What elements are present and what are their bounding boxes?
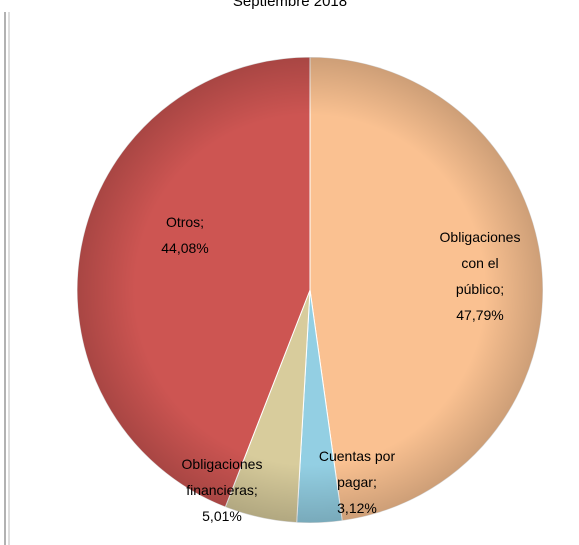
category-line: público;	[456, 281, 504, 297]
category-line: financieras;	[186, 482, 258, 498]
category-line: Obligaciones	[440, 229, 521, 245]
value-label: 3,12%	[337, 500, 377, 516]
data-label: Obligaciones con el público; 47,79%	[440, 229, 521, 323]
category-line: Otros;	[166, 214, 204, 230]
category-label: Obligaciones con el público;	[440, 229, 521, 297]
category-line: Obligaciones	[182, 456, 263, 472]
data-label: Obligaciones financieras; 5,01%	[182, 456, 263, 524]
data-label: Otros; 44,08%	[161, 214, 208, 256]
labels: Obligaciones con el público; 47,79% Cuentas …	[161, 214, 520, 524]
value-label: 47,79%	[456, 307, 503, 323]
data-label: Cuentas por pagar; 3,12%	[319, 448, 396, 516]
value-label: 44,08%	[161, 240, 208, 256]
category-line: Cuentas por	[319, 448, 396, 464]
category-label: Cuentas por pagar;	[319, 448, 396, 490]
category-line: pagar;	[337, 474, 377, 490]
category-label: Otros;	[166, 214, 204, 230]
category-label: Obligaciones financieras;	[182, 456, 263, 498]
category-line: con el	[461, 255, 498, 271]
chart-title: Septiembre 2018	[233, 0, 347, 10]
value-label: 5,01%	[202, 508, 242, 524]
